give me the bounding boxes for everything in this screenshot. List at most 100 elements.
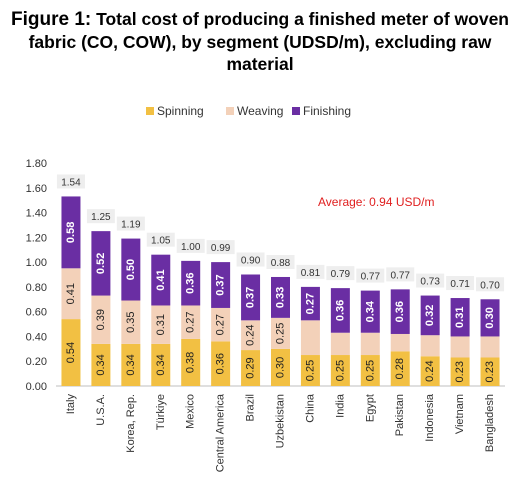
bar-spinning [420, 356, 440, 386]
total-label: 0.79 [331, 269, 351, 280]
bar-finishing [121, 238, 141, 301]
data-label-finishing: 0.32 [424, 305, 436, 326]
x-category-label: India [334, 393, 346, 418]
bar-weaving [300, 320, 320, 356]
data-label-finishing: 0.27 [304, 293, 316, 314]
bar-spinning [390, 351, 410, 386]
data-label-finishing: 0.30 [484, 307, 496, 328]
bar-finishing [61, 196, 81, 269]
bar-spinning [271, 348, 290, 386]
bar-finishing [151, 254, 171, 306]
total-label-box [56, 174, 85, 189]
total-label: 0.77 [361, 272, 381, 283]
bar-spinning [480, 357, 500, 386]
x-category-label: Vietnam [454, 394, 466, 434]
data-label-finishing: 0.37 [245, 287, 257, 308]
y-tick-label: 0.40 [26, 331, 47, 343]
x-category-label: Pakistan [394, 394, 406, 436]
data-label-spinning: 0.23 [454, 361, 466, 382]
x-category-label: Italy [65, 394, 77, 415]
y-tick-label: 1.40 [26, 208, 47, 220]
bar-weaving [61, 268, 81, 320]
x-category-label: Indonesia [424, 393, 436, 442]
bar-finishing [241, 274, 261, 321]
x-category-label: Uzbekistan [275, 394, 287, 448]
total-label-box [356, 268, 385, 283]
bar-finishing [211, 262, 231, 308]
x-category-label: Türkiye [155, 394, 167, 430]
x-category-label: China [304, 393, 316, 423]
legend-swatch-finishing [292, 107, 300, 115]
bar-finishing [450, 298, 470, 337]
data-label-spinning: 0.23 [484, 361, 496, 382]
bar-spinning [360, 355, 380, 386]
total-label-box [176, 238, 205, 253]
x-category-label: Korea, Rep. [125, 394, 137, 453]
total-label-box [146, 232, 175, 247]
bar-finishing [300, 286, 320, 321]
total-label: 0.71 [450, 279, 470, 290]
bar-finishing [480, 299, 500, 337]
bar-spinning [121, 343, 141, 386]
y-tick-label: 0.80 [26, 282, 47, 294]
total-label-box [266, 254, 295, 269]
bar-weaving [241, 320, 261, 351]
bar-finishing [420, 295, 440, 336]
data-label-spinning: 0.38 [185, 352, 197, 373]
chart-title: Figure 1: Total cost of producing a fini… [0, 8, 520, 75]
title-text: Total cost of producing a finished meter… [28, 9, 509, 74]
data-label-spinning: 0.36 [215, 353, 227, 374]
bar-weaving [390, 333, 410, 352]
data-label-spinning: 0.24 [424, 360, 436, 381]
bar-spinning [330, 355, 350, 386]
bar-spinning [450, 357, 470, 386]
bar-finishing [390, 289, 410, 334]
data-label-spinning: 0.29 [245, 357, 257, 378]
x-category-label: U.S.A. [95, 394, 107, 426]
data-label-spinning: 0.25 [304, 360, 316, 381]
y-tick-label: 1.80 [26, 158, 47, 170]
data-label-finishing: 0.36 [334, 300, 346, 321]
bar-weaving [91, 295, 111, 344]
bar-spinning [61, 319, 81, 386]
total-label: 1.54 [61, 177, 81, 188]
total-label: 0.73 [420, 277, 440, 288]
bar-spinning [91, 343, 111, 386]
data-label-finishing: 0.33 [275, 287, 287, 308]
bar-spinning [181, 338, 201, 386]
bar-finishing [181, 260, 201, 306]
bar-weaving [360, 332, 380, 356]
total-label-box [476, 277, 505, 292]
data-label-weaving: 0.27 [215, 314, 227, 335]
total-label: 0.81 [301, 268, 321, 279]
data-label-weaving: 0.39 [95, 309, 107, 330]
bar-weaving [450, 336, 470, 358]
bar-weaving [121, 300, 141, 344]
total-label: 1.25 [91, 212, 111, 223]
data-label-weaving: 0.41 [65, 283, 77, 304]
data-label-finishing: 0.36 [185, 272, 197, 293]
data-label-finishing: 0.41 [155, 269, 167, 290]
data-label-spinning: 0.25 [364, 360, 376, 381]
bar-spinning [151, 343, 171, 386]
y-tick-label: 1.60 [26, 183, 47, 195]
bar-finishing [330, 288, 350, 333]
total-label: 1.05 [151, 236, 171, 247]
bar-spinning [211, 341, 231, 386]
total-label: 0.90 [241, 256, 261, 267]
total-label-box [116, 216, 145, 231]
data-label-spinning: 0.28 [394, 358, 406, 379]
data-label-finishing: 0.31 [454, 307, 466, 328]
total-label: 0.88 [271, 258, 291, 269]
y-tick-label: 0.00 [26, 381, 47, 393]
data-label-spinning: 0.30 [275, 357, 287, 378]
average-annotation: Average: 0.94 USD/m [318, 195, 435, 209]
data-label-finishing: 0.52 [95, 253, 107, 274]
total-label: 1.19 [121, 220, 141, 231]
x-category-label: Egypt [364, 394, 376, 422]
data-label-weaving: 0.35 [125, 311, 137, 332]
data-label-weaving: 0.25 [275, 323, 287, 344]
total-label: 0.99 [211, 243, 231, 254]
legend-label-spinning: Spinning [157, 104, 204, 118]
